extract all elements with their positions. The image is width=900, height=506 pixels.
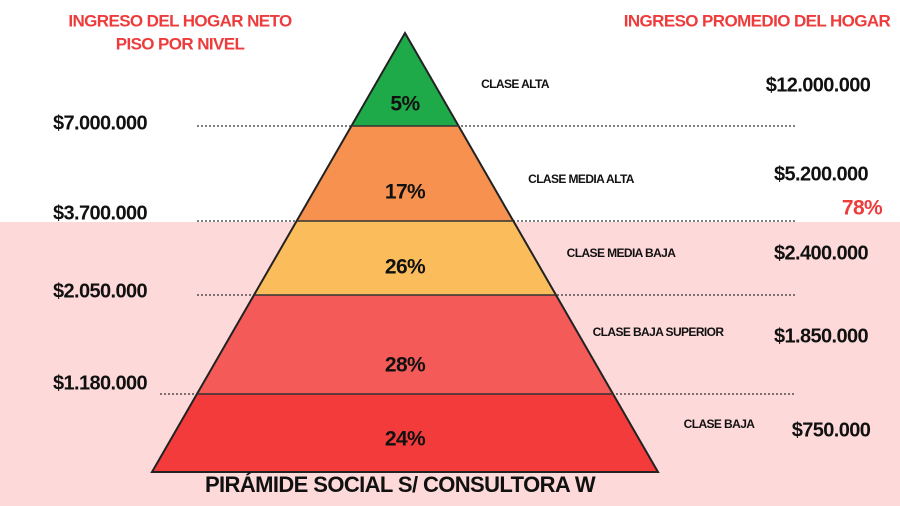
- share: 5%: [390, 93, 420, 116]
- average-income: $750.000: [792, 419, 871, 441]
- highlight-share: 78%: [842, 197, 883, 220]
- class-label: CLASE ALTA: [481, 77, 550, 91]
- class-label: CLASE BAJA: [684, 417, 756, 431]
- share: 24%: [385, 428, 426, 451]
- class-label: CLASE BAJA SUPERIOR: [593, 325, 725, 339]
- floor-income: $1.180.000: [53, 372, 148, 394]
- footer-title: PIRÁMIDE SOCIAL S/ CONSULTORA W: [205, 472, 596, 497]
- left-title: INGRESO DEL HOGAR NETO: [68, 11, 292, 30]
- share: 26%: [385, 256, 426, 279]
- average-income: $1.850.000: [774, 325, 869, 347]
- share: 28%: [385, 354, 426, 377]
- level-media-alta: [297, 126, 513, 221]
- pyramid-outline: [150, 30, 660, 473]
- class-label: CLASE MEDIA ALTA: [528, 172, 635, 186]
- floor-income: $3.700.000: [53, 202, 148, 224]
- floor-income: $2.050.000: [53, 280, 148, 302]
- left-title: PISO POR NIVEL: [116, 34, 245, 53]
- level-baja-superior: [197, 295, 613, 394]
- level-alta: [351, 33, 459, 126]
- average-income: $5.200.000: [774, 163, 869, 185]
- right-title: INGRESO PROMEDIO DEL HOGAR: [624, 11, 891, 30]
- pyramid: [150, 30, 660, 473]
- floor-income: $7.000.000: [53, 112, 148, 134]
- average-income: $12.000.000: [766, 74, 871, 96]
- average-income: $2.400.000: [774, 242, 869, 264]
- level-baja: [152, 394, 658, 472]
- class-label: CLASE MEDIA BAJA: [567, 246, 677, 260]
- level-media-baja: [254, 221, 556, 295]
- share: 17%: [385, 181, 426, 204]
